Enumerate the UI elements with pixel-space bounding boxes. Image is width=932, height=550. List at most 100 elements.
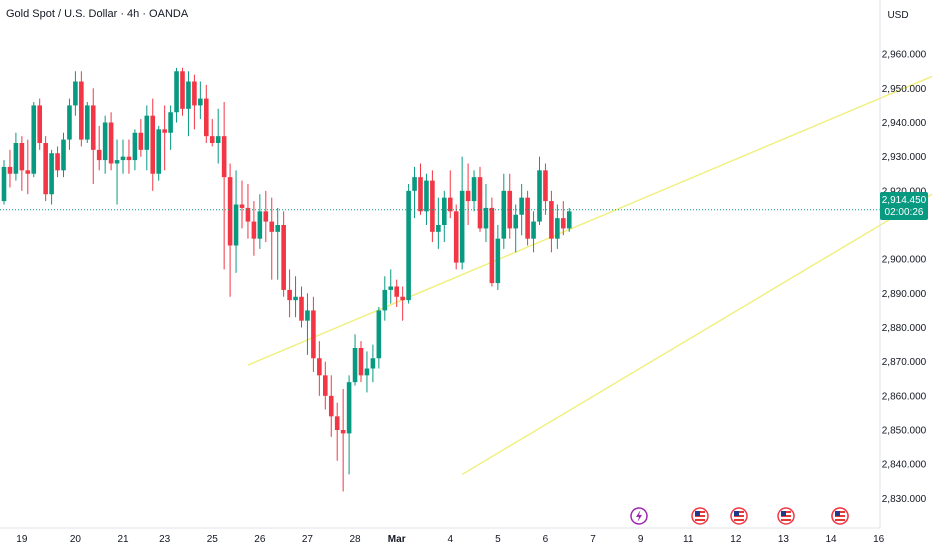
candle	[430, 170, 435, 243]
candle	[394, 279, 399, 307]
candle	[43, 136, 48, 202]
y-tick-label: 2,830.000	[882, 494, 927, 505]
candle	[144, 105, 150, 171]
candle-body	[251, 221, 257, 239]
candle	[204, 84, 209, 143]
candle	[257, 194, 263, 249]
candle	[358, 341, 364, 383]
candle	[566, 207, 572, 232]
candle-body	[85, 105, 90, 140]
candle-body	[352, 348, 358, 383]
candle-body	[132, 132, 138, 161]
candle-body	[305, 310, 310, 321]
candle-body	[370, 358, 376, 369]
candle-body	[96, 149, 102, 161]
candle	[305, 293, 310, 355]
candle	[543, 163, 548, 215]
candle	[96, 125, 102, 171]
candle-body	[513, 214, 518, 229]
candle-body	[73, 81, 78, 106]
candle-body	[311, 310, 316, 359]
candle-body	[459, 190, 465, 263]
y-tick-label: 2,840.000	[882, 460, 927, 471]
candle	[180, 67, 185, 116]
us-flag-icon[interactable]	[730, 507, 748, 525]
candle-body	[436, 225, 441, 232]
candle	[198, 81, 203, 120]
candle	[299, 286, 304, 328]
y-tick-label: 2,860.000	[882, 391, 927, 402]
candle-body	[323, 375, 328, 396]
time-axis[interactable]: 19 20 21 23 25 26 27 28 Mar 4 5 6 7 9 11 12 13 14 16	[16, 534, 884, 545]
candle	[513, 204, 518, 253]
currency-label[interactable]: USD	[887, 10, 908, 21]
candle	[281, 211, 286, 297]
candle	[55, 146, 60, 178]
candle-body	[358, 348, 364, 376]
candle	[73, 71, 78, 116]
candle	[102, 115, 108, 174]
candle	[323, 361, 328, 410]
candle-body	[447, 197, 453, 212]
x-tick-label: 12	[730, 534, 742, 545]
y-tick-label: 2,930.000	[882, 152, 927, 163]
candle	[501, 173, 507, 249]
candle-body	[382, 289, 388, 311]
candle	[186, 71, 191, 137]
candle-body	[406, 190, 411, 301]
candle	[245, 184, 251, 239]
price-axis[interactable]: 2,960.000 2,950.000 2,940.000 2,930.000 2,92…	[882, 50, 927, 505]
candle-body	[168, 112, 173, 133]
candle	[477, 166, 483, 232]
x-tick-label: 13	[778, 534, 790, 545]
candle-body	[287, 289, 292, 301]
candle	[49, 149, 54, 205]
candle-body	[204, 98, 209, 137]
candle	[174, 67, 179, 123]
candle-body	[388, 286, 394, 290]
candle	[489, 197, 495, 287]
price-badge-bg	[880, 192, 928, 220]
candle	[531, 211, 536, 253]
candle-body	[442, 197, 447, 225]
candle-body	[43, 143, 48, 195]
candle	[424, 173, 429, 225]
candle	[382, 276, 388, 321]
trendline[interactable]	[461, 105, 932, 476]
candle	[239, 180, 245, 229]
us-flag-icon[interactable]	[831, 507, 849, 525]
candle	[269, 197, 275, 280]
price-badge-countdown: 02:00:26	[885, 207, 924, 218]
candle-body	[269, 221, 275, 232]
candle-body	[453, 211, 459, 263]
x-tick-label: 11	[683, 534, 694, 545]
candle	[192, 74, 197, 130]
candle	[126, 139, 132, 174]
x-tick-label: 21	[117, 534, 129, 545]
x-tick-label: 9	[638, 534, 644, 545]
candle	[1, 160, 7, 205]
candle	[233, 170, 239, 273]
candle-body	[126, 156, 132, 161]
candle-body	[477, 177, 483, 229]
candle	[85, 102, 90, 143]
us-flag-icon[interactable]	[691, 507, 709, 525]
candle-body	[114, 160, 120, 164]
candle-body	[162, 129, 167, 133]
flash-icon[interactable]	[630, 507, 648, 525]
candle	[317, 341, 322, 396]
candle-body	[108, 122, 114, 164]
candle	[412, 166, 417, 219]
candle	[31, 102, 37, 178]
candle	[328, 375, 334, 437]
candle-body	[156, 129, 161, 174]
candle	[370, 344, 376, 383]
candle	[483, 184, 489, 243]
us-flag-icon[interactable]	[777, 507, 795, 525]
candle-body	[412, 177, 417, 191]
trendline[interactable]	[247, 34, 932, 366]
candle-body	[245, 207, 251, 222]
candle	[67, 98, 72, 150]
